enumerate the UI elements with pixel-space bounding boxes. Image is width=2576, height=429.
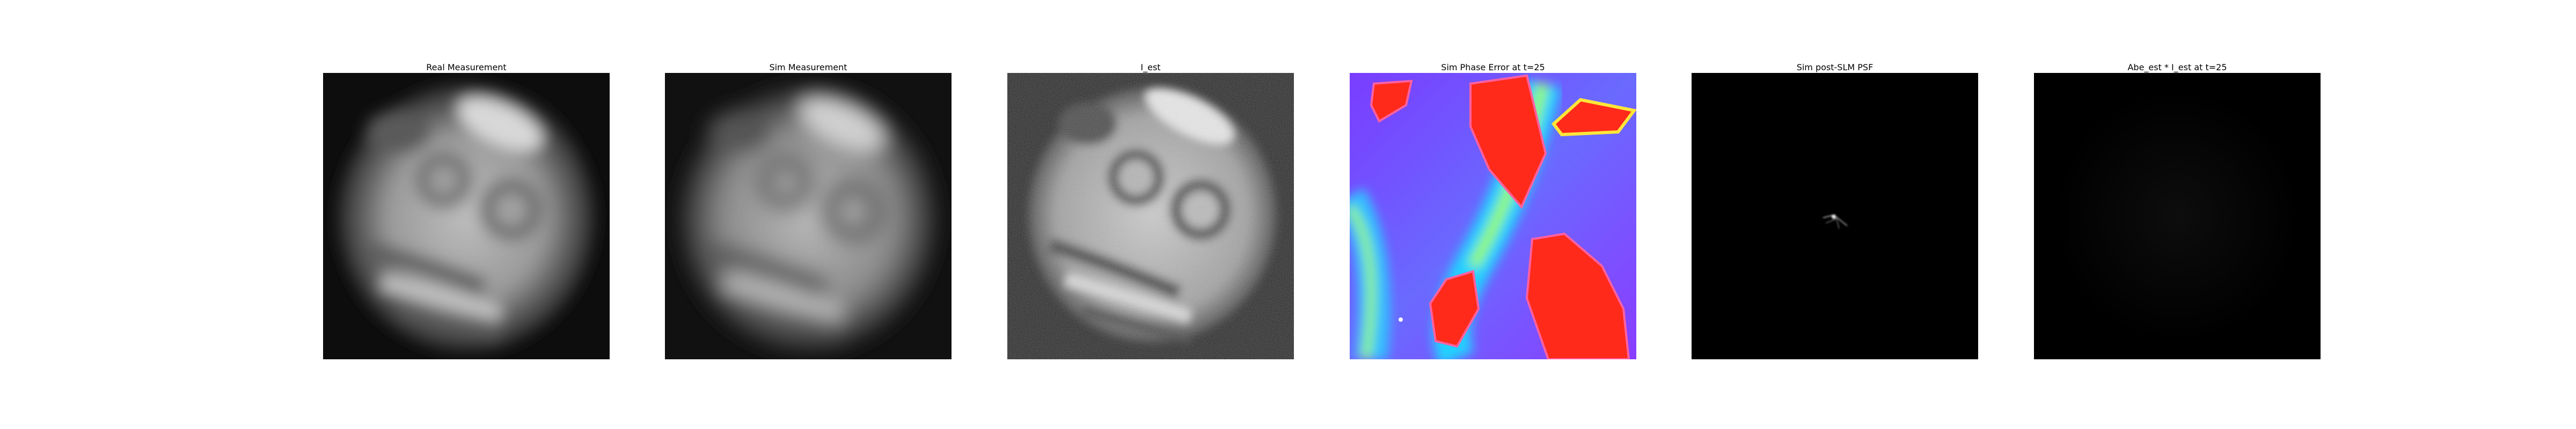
abe-est-i-est-image <box>2034 73 2321 359</box>
panel-title: Sim Phase Error at t=25 <box>1441 62 1545 72</box>
panel-title: Real Measurement <box>426 62 507 72</box>
panel-sim-measurement: Sim Measurement <box>665 62 952 359</box>
panel-sim-phase-error: Sim Phase Error at t=25 <box>1350 62 1636 359</box>
panel-real-measurement: Real Measurement <box>323 62 610 359</box>
panel-title: Sim Measurement <box>769 62 847 72</box>
panel-title: I_est <box>1140 62 1161 72</box>
panel-i-est: I_est <box>1007 62 1294 359</box>
real-measurement-image <box>323 73 610 359</box>
panel-abe-est-i-est: Abe_est * I_est at t=25 <box>2034 62 2321 359</box>
sim-phase-error-image <box>1350 73 1636 359</box>
panel-title: Abe_est * I_est at t=25 <box>2127 62 2227 72</box>
sim-measurement-image <box>665 73 952 359</box>
i-est-image <box>1007 73 1294 359</box>
panel-title: Sim post-SLM PSF <box>1796 62 1874 72</box>
panel-sim-post-slm-psf: Sim post-SLM PSF <box>1692 62 1978 359</box>
sim-post-slm-psf-image <box>1692 73 1978 359</box>
